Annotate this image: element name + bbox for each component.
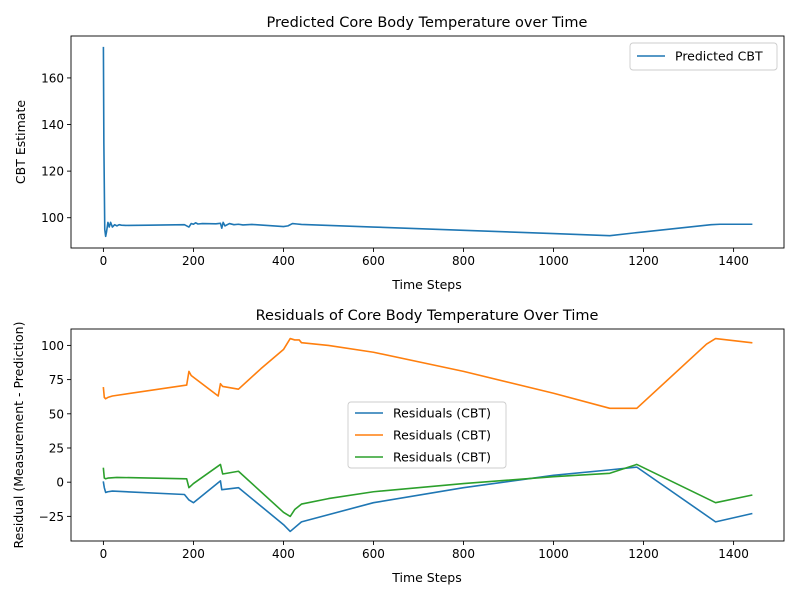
- y-axis-ticks: −25 0 25 50 75 100: [39, 339, 71, 524]
- legend-label-residuals-2: Residuals (CBT): [393, 428, 491, 443]
- legend: Predicted CBT: [629, 42, 778, 71]
- legend-box: [629, 42, 778, 71]
- legend: Residuals (CBT) Residuals (CBT) Residual…: [347, 401, 507, 469]
- x-tick-label: 800: [452, 547, 475, 561]
- x-tick-label: 1400: [718, 547, 749, 561]
- x-tick-label: 1000: [538, 254, 569, 268]
- residuals-chart: Residuals of Core Body Temperature Over …: [11, 308, 785, 585]
- legend-label-residuals-3: Residuals (CBT): [393, 450, 491, 465]
- legend-label-residuals-1: Residuals (CBT): [393, 406, 491, 421]
- y-tick-label: 100: [41, 339, 64, 353]
- legend-box: [347, 401, 507, 469]
- y-axis-ticks: 100 120 140 160: [41, 71, 71, 225]
- series-line-2: [102, 337, 753, 410]
- x-axis-label: Time Steps: [391, 277, 462, 292]
- y-tick-label: 25: [49, 441, 64, 455]
- x-tick-label: 400: [272, 254, 295, 268]
- axes-frame: [70, 35, 785, 249]
- x-tick-label: 0: [100, 547, 108, 561]
- series-line-3: [102, 463, 753, 518]
- y-tick-label: 75: [49, 373, 64, 387]
- y-axis-label: Residual (Measurement - Prediction): [11, 322, 26, 549]
- plot-area: [102, 46, 753, 238]
- x-tick-label: 1400: [718, 254, 749, 268]
- y-tick-label: 100: [41, 211, 64, 225]
- y-tick-label: 120: [41, 165, 64, 179]
- y-axis-label: CBT Estimate: [13, 100, 28, 184]
- x-tick-label: 200: [182, 254, 205, 268]
- legend-label-predicted-cbt: Predicted CBT: [675, 49, 763, 64]
- x-tick-label: 600: [362, 254, 385, 268]
- x-axis-ticks: 0 200 400 600 800 1000 1200 1400: [100, 248, 749, 268]
- x-tick-label: 800: [452, 254, 475, 268]
- x-tick-label: 200: [182, 547, 205, 561]
- y-tick-label: 140: [41, 118, 64, 132]
- series-line-1: [102, 46, 753, 238]
- y-tick-label: 50: [49, 407, 64, 421]
- x-tick-label: 1000: [538, 547, 569, 561]
- plot-area: [102, 337, 753, 533]
- x-tick-label: 400: [272, 547, 295, 561]
- y-tick-label: −25: [39, 510, 64, 524]
- chart-title: Predicted Core Body Temperature over Tim…: [267, 15, 588, 31]
- predicted-cbt-chart: Predicted Core Body Temperature over Tim…: [13, 15, 785, 292]
- x-tick-label: 1200: [628, 254, 659, 268]
- series-line-1: [102, 466, 753, 533]
- x-tick-label: 600: [362, 547, 385, 561]
- y-tick-label: 160: [41, 71, 64, 85]
- axes-frame: [70, 328, 785, 542]
- x-tick-label: 1200: [628, 547, 659, 561]
- chart-title: Residuals of Core Body Temperature Over …: [256, 308, 599, 324]
- x-axis-label: Time Steps: [391, 570, 462, 585]
- x-axis-ticks: 0 200 400 600 800 1000 1200 1400: [100, 541, 749, 561]
- y-tick-label: 0: [56, 476, 64, 490]
- x-tick-label: 0: [100, 254, 108, 268]
